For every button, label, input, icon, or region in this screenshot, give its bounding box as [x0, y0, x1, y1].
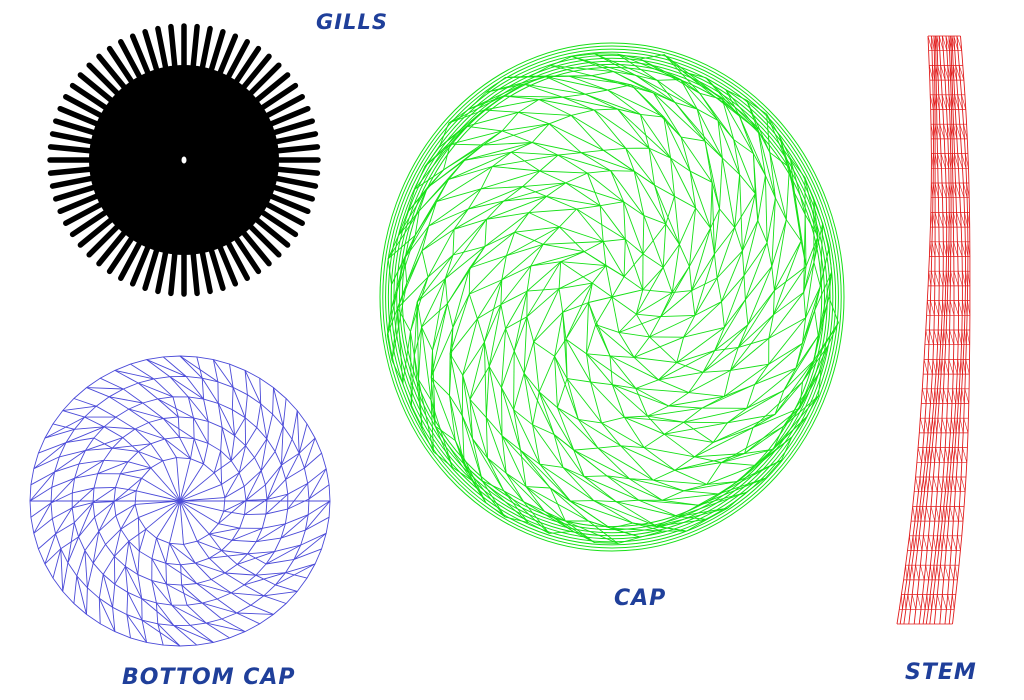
stem-label: STEM — [905, 660, 977, 685]
gills-label: GILLS — [316, 10, 388, 34]
cap-label: CAP — [614, 586, 667, 611]
bottom-cap-label: BOTTOM CAP — [122, 665, 296, 690]
